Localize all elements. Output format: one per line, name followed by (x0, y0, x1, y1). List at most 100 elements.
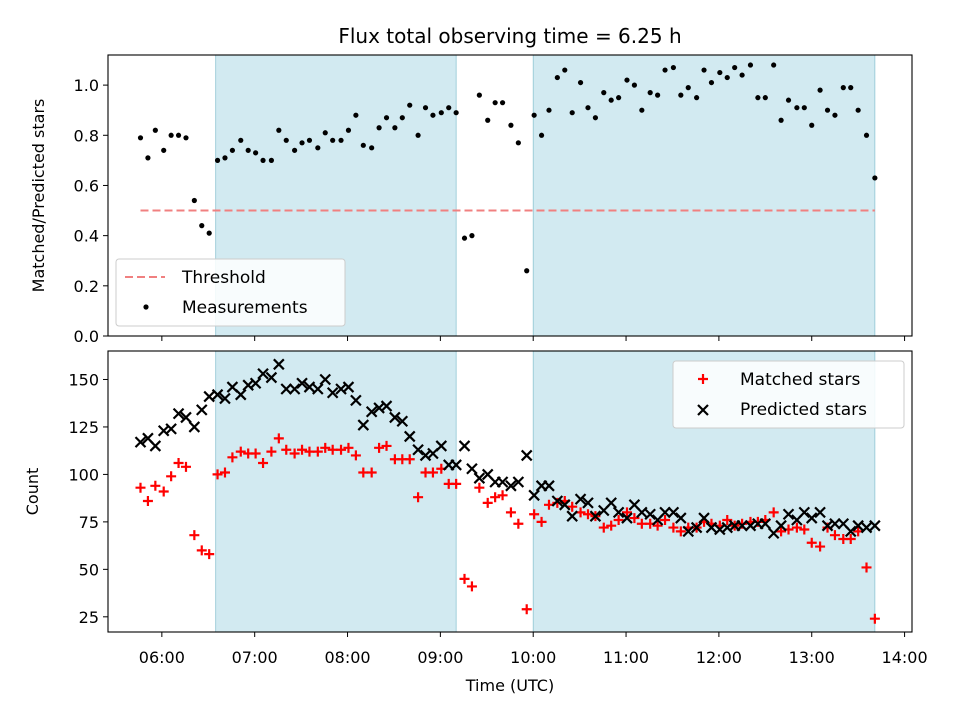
data-point (775, 519, 787, 532)
series-predicted-stars (134, 358, 881, 540)
data-point (732, 64, 738, 71)
y-tick-label: 0.2 (74, 277, 99, 296)
data-point (806, 537, 817, 548)
legend-threshold-label: Threshold (181, 268, 266, 288)
data-point (219, 392, 231, 405)
legend-predicted-label: Predicted stars (740, 400, 867, 420)
chart-title: Flux total observing time = 6.25 h (338, 24, 681, 48)
data-point (150, 480, 161, 491)
data-point (624, 77, 630, 83)
data-point (785, 97, 792, 103)
data-point (660, 514, 671, 525)
data-point (245, 147, 251, 153)
legend: Matched stars Predicted stars (672, 360, 905, 429)
data-point (451, 478, 462, 489)
data-point (260, 157, 266, 163)
data-point (165, 423, 177, 435)
data-point (606, 520, 617, 531)
data-point (358, 467, 369, 478)
data-point (283, 137, 289, 143)
data-point (343, 442, 354, 453)
legend-matched-label: Matched stars (740, 370, 860, 390)
data-point (453, 110, 459, 116)
data-point (582, 497, 594, 509)
data-point (234, 388, 247, 401)
bottom-panel: 25 50 75 100 125 150 06:00 07:00 08:00 09:00 10:00… (23, 350, 928, 667)
data-point (513, 518, 524, 529)
data-point (747, 62, 754, 68)
y-axis-label-top: Matched/Predicted stars (29, 99, 48, 293)
data-point (137, 135, 144, 141)
data-point (505, 507, 516, 518)
data-point (195, 404, 208, 416)
data-point (222, 155, 228, 161)
data-point (551, 495, 564, 507)
data-point (863, 132, 870, 138)
data-point (724, 74, 730, 81)
data-point (776, 526, 787, 537)
data-point (374, 442, 385, 453)
data-point (404, 454, 415, 465)
data-point (296, 377, 308, 390)
data-point (407, 102, 413, 108)
data-point (782, 508, 795, 521)
data-point (466, 581, 477, 592)
data-point (717, 69, 723, 76)
data-point (135, 482, 146, 493)
y-tick-label: 0.6 (74, 176, 99, 195)
data-point (829, 530, 840, 541)
data-point (415, 132, 421, 138)
data-point (191, 197, 197, 204)
data-point (366, 467, 377, 478)
x-tick-label: 09:00 (417, 648, 463, 667)
data-point (605, 497, 617, 509)
data-point (422, 105, 429, 111)
y-tick-label: 0.0 (74, 327, 99, 346)
data-point (413, 492, 424, 503)
data-point (574, 493, 587, 505)
data-point (265, 371, 278, 384)
data-point (320, 442, 331, 453)
top-panel: 0.0 0.2 0.4 0.6 0.8 1.0 Matched/Predicted star… (29, 54, 913, 346)
data-point (675, 526, 686, 537)
data-point (383, 115, 390, 121)
data-point (273, 433, 284, 444)
data-point (476, 92, 482, 98)
data-point (288, 383, 301, 395)
data-point (621, 507, 632, 518)
data-point (403, 430, 416, 443)
data-point (161, 147, 167, 153)
x-tick-label: 11:00 (603, 648, 649, 667)
data-point (524, 268, 530, 274)
data-point (166, 471, 177, 482)
data-point (175, 132, 182, 138)
data-point (798, 506, 811, 519)
data-point (353, 112, 359, 118)
data-point (326, 386, 339, 399)
data-point (512, 476, 525, 488)
data-point (582, 509, 593, 520)
data-point (458, 440, 471, 452)
data-point (694, 95, 700, 101)
data-point (280, 383, 293, 395)
data-point (266, 446, 277, 457)
data-point (380, 400, 393, 412)
data-point (168, 132, 174, 138)
data-point (173, 458, 184, 469)
data-point (276, 127, 282, 133)
data-point (592, 115, 599, 121)
data-point (601, 90, 607, 96)
data-point (861, 562, 872, 573)
data-point (203, 390, 215, 403)
data-point (474, 482, 485, 493)
data-point (629, 513, 640, 524)
data-point (238, 137, 244, 143)
data-point (336, 444, 347, 455)
data-point (613, 514, 624, 525)
data-point (817, 87, 823, 93)
data-point (303, 381, 316, 393)
axes-frame (107, 350, 913, 633)
data-point (196, 545, 207, 556)
data-point (569, 110, 575, 116)
